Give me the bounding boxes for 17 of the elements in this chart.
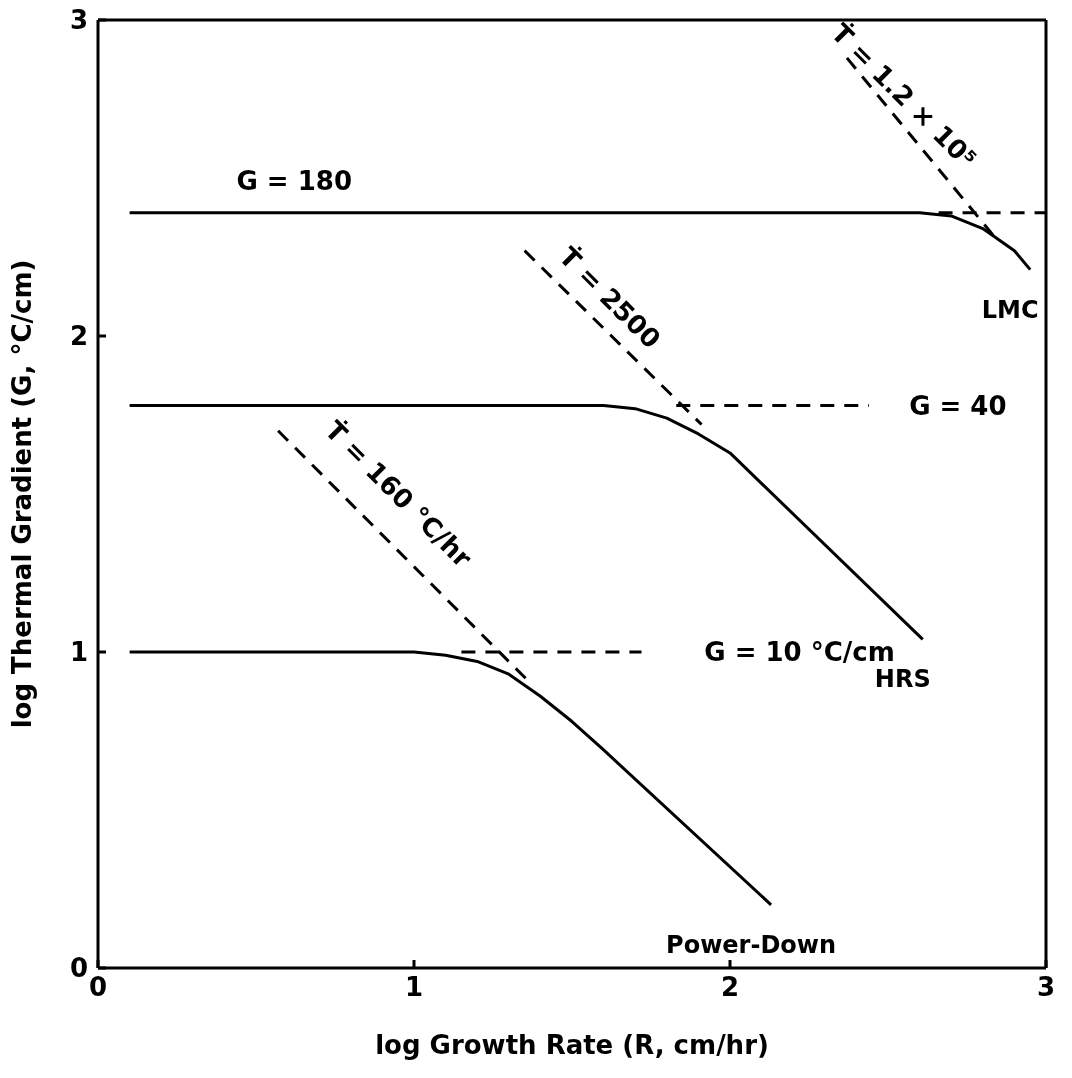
y-tick-label: 0 [69,953,88,984]
x-tick-label: 1 [404,972,424,1003]
y-tick-label: 1 [69,637,88,668]
x-tick-label: 2 [720,972,740,1003]
x-tick-label: 0 [88,972,108,1003]
series-label: HRS [874,665,931,694]
x-tick-label: 3 [1036,972,1056,1003]
x-axis-title: log Growth Rate (R, cm/hr) [375,1030,769,1060]
annotation: Ṫ = 1.2 × 10⁵ [825,17,983,175]
annotation: G = 10 °C/cm [704,637,895,668]
y-tick-label: 2 [69,321,88,352]
series-label: LMC [981,295,1039,324]
annotation: G = 180 [236,166,352,197]
series-label: Power-Down [666,930,837,959]
y-tick-label: 3 [69,5,88,36]
y-axis-title: log Thermal Gradient (G, °C/cm) [7,259,38,729]
annotation: G = 40 [909,390,1007,421]
